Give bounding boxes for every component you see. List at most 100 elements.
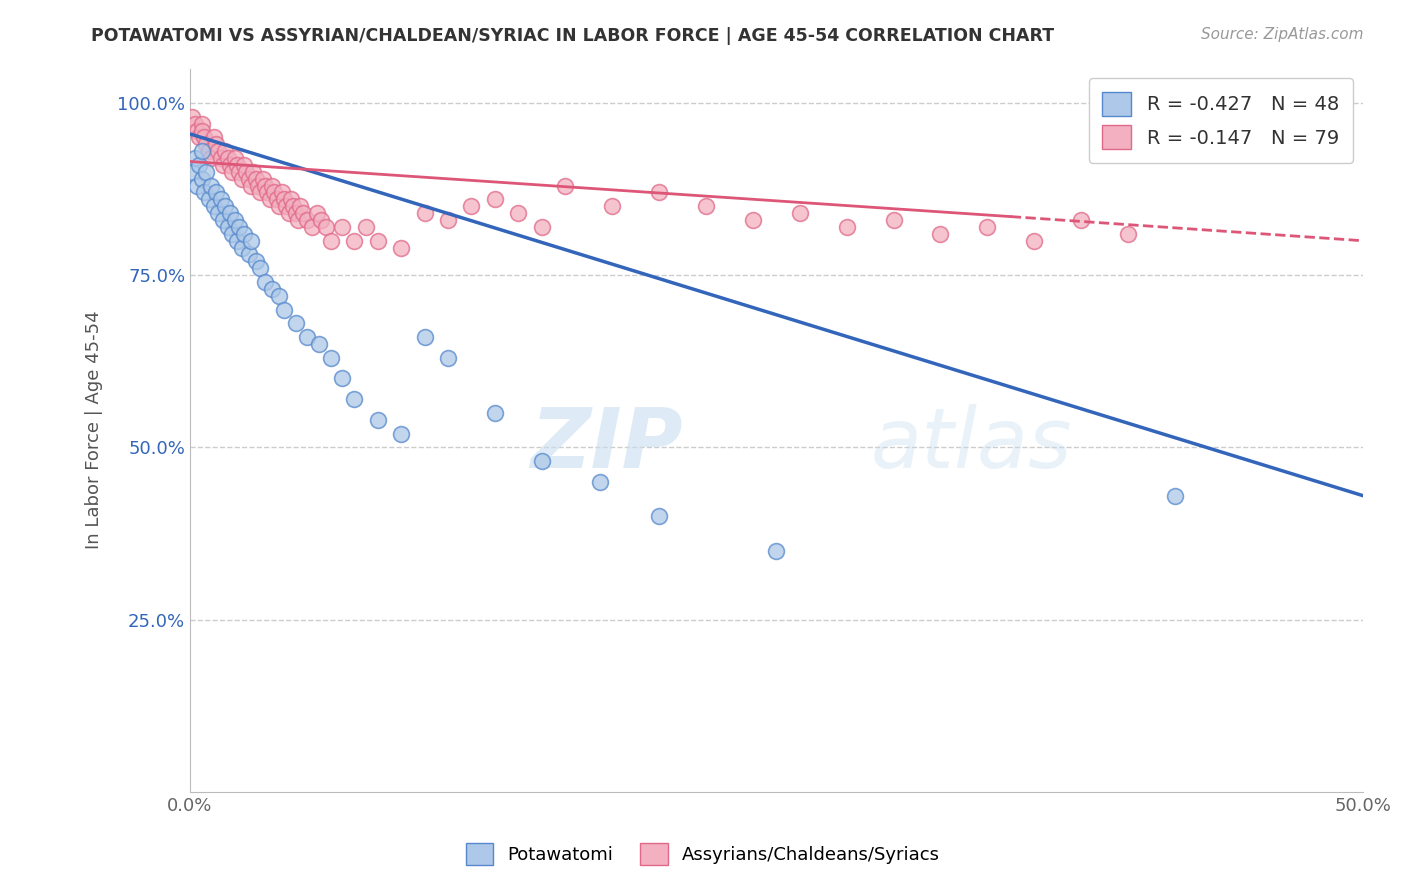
Point <box>207 206 229 220</box>
Point <box>389 426 412 441</box>
Point <box>508 206 530 220</box>
Point <box>191 123 214 137</box>
Point <box>262 282 284 296</box>
Legend: R = -0.427   N = 48, R = -0.147   N = 79: R = -0.427 N = 48, R = -0.147 N = 79 <box>1088 78 1353 162</box>
Point <box>308 337 330 351</box>
Point <box>332 219 354 234</box>
Point <box>262 178 284 193</box>
Point <box>765 543 787 558</box>
Point <box>228 219 250 234</box>
Point <box>184 151 207 165</box>
Point <box>219 206 242 220</box>
Point <box>205 186 228 200</box>
Point <box>228 165 250 179</box>
Point <box>186 123 208 137</box>
Point <box>284 317 307 331</box>
Point <box>305 206 328 220</box>
Point <box>648 509 671 524</box>
Point <box>240 178 263 193</box>
Point <box>290 199 312 213</box>
Point <box>284 206 307 220</box>
Point <box>269 289 291 303</box>
Point <box>266 193 288 207</box>
Point <box>789 206 811 220</box>
Point <box>217 219 239 234</box>
Point <box>221 227 243 241</box>
Point <box>181 165 204 179</box>
Point <box>367 234 389 248</box>
Point <box>367 413 389 427</box>
Point <box>226 234 249 248</box>
Point <box>343 392 366 406</box>
Point <box>231 171 253 186</box>
Point <box>276 199 298 213</box>
Point <box>212 158 235 172</box>
Point <box>460 199 482 213</box>
Point <box>191 171 214 186</box>
Point <box>233 227 256 241</box>
Point <box>217 151 239 165</box>
Text: atlas: atlas <box>870 404 1071 485</box>
Point <box>263 186 285 200</box>
Point <box>198 144 221 158</box>
Point <box>283 199 305 213</box>
Point <box>205 137 228 152</box>
Point <box>315 219 337 234</box>
Point <box>301 219 323 234</box>
Point <box>193 186 215 200</box>
Point <box>209 151 232 165</box>
Point <box>188 158 211 172</box>
Point <box>245 254 267 268</box>
Point <box>207 144 229 158</box>
Point <box>297 213 319 227</box>
Point <box>191 144 214 158</box>
Point <box>249 261 271 276</box>
Point <box>198 193 221 207</box>
Point <box>242 165 264 179</box>
Point <box>209 193 232 207</box>
Point <box>200 151 222 165</box>
Point <box>291 206 314 220</box>
Point <box>332 371 354 385</box>
Point <box>226 158 249 172</box>
Point <box>238 247 260 261</box>
Point <box>413 206 436 220</box>
Point <box>221 165 243 179</box>
Point <box>343 234 366 248</box>
Point <box>247 178 270 193</box>
Point <box>437 351 460 365</box>
Point <box>254 275 277 289</box>
Point <box>191 117 214 131</box>
Point <box>695 199 717 213</box>
Point <box>219 158 242 172</box>
Point <box>319 234 342 248</box>
Point <box>256 186 278 200</box>
Point <box>554 178 576 193</box>
Point <box>235 165 257 179</box>
Point <box>530 454 553 468</box>
Point <box>741 213 763 227</box>
Point <box>976 219 998 234</box>
Point <box>1116 227 1139 241</box>
Point <box>212 213 235 227</box>
Point <box>600 199 623 213</box>
Point <box>287 213 309 227</box>
Point <box>277 206 299 220</box>
Point <box>193 130 215 145</box>
Point <box>214 199 236 213</box>
Point <box>280 193 302 207</box>
Point <box>1164 489 1187 503</box>
Point <box>224 213 246 227</box>
Point <box>269 199 291 213</box>
Point <box>270 186 292 200</box>
Point <box>929 227 952 241</box>
Point <box>648 186 671 200</box>
Text: ZIP: ZIP <box>530 404 682 485</box>
Point <box>233 158 256 172</box>
Point <box>530 219 553 234</box>
Point <box>202 130 225 145</box>
Legend: Potawatomi, Assyrians/Chaldeans/Syriacs: Potawatomi, Assyrians/Chaldeans/Syriacs <box>457 834 949 874</box>
Point <box>231 241 253 255</box>
Point <box>1070 213 1092 227</box>
Point <box>259 193 281 207</box>
